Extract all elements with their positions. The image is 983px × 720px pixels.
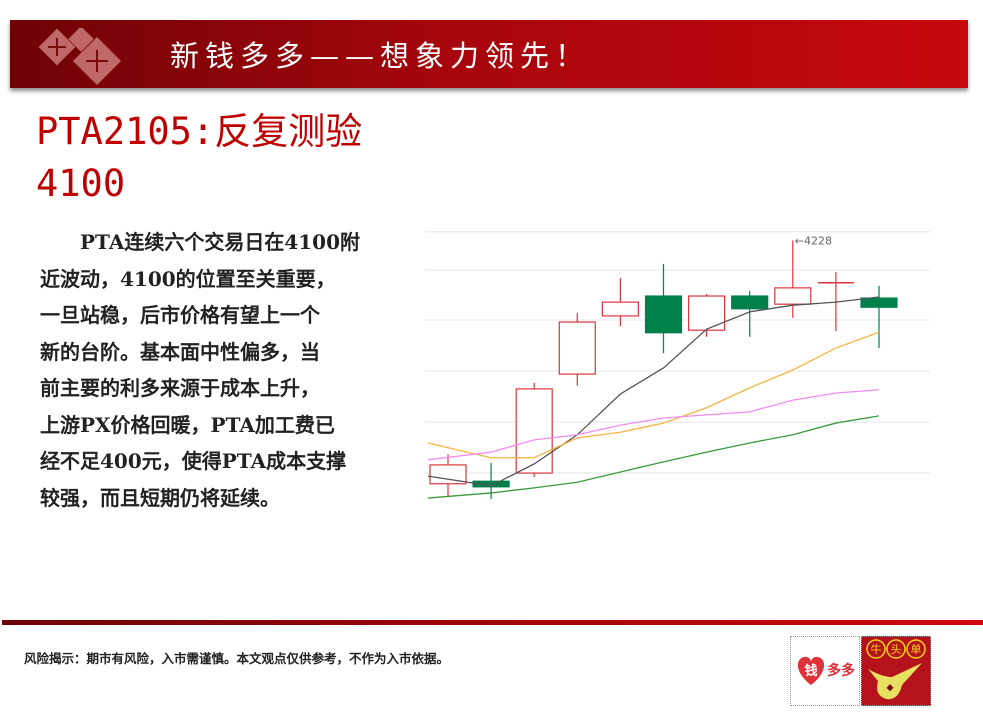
paragraph-line: 前主要的利多来源于成本上升，	[40, 376, 320, 400]
candle-body	[644, 295, 683, 334]
moving-average-ma5	[427, 296, 880, 487]
paragraph-line: 新的台阶。基本面中性偏多，当	[40, 339, 320, 364]
banner-title: 新钱多多——想象力领先！	[170, 39, 591, 73]
candle-body	[515, 388, 553, 474]
page-title-line1: PTA2105:反复测验	[36, 110, 363, 153]
svg-text:钱: 钱	[804, 663, 817, 679]
candle-body	[731, 295, 769, 310]
page-title: PTA2105:反复测验 4100	[36, 106, 362, 210]
candle-body	[860, 297, 898, 308]
paragraph-line: 较强，而且短期仍将延续。	[40, 485, 280, 510]
niutoudan-logo: 牛 头 单	[861, 636, 931, 706]
candle-body	[472, 480, 510, 488]
high-price-label: ←4228	[795, 234, 832, 247]
svg-text:单: 单	[911, 643, 922, 656]
moving-average-ma10	[427, 331, 880, 459]
svg-text:牛: 牛	[871, 642, 882, 656]
footer-divider	[2, 620, 983, 625]
analysis-paragraph: PTA连续六个交易日在4100附 近波动，4100的位置至关重要， 一旦站稳，后…	[40, 224, 420, 516]
diamond-pattern-icon	[38, 28, 122, 86]
candle-body	[601, 301, 639, 317]
moving-average-ma20	[427, 389, 880, 461]
title-banner: 新钱多多——想象力领先！	[10, 20, 968, 88]
paragraph-line: 一旦站稳，后市价格有望上一个	[40, 303, 320, 327]
page-title-line2: 4100	[36, 162, 126, 205]
moving-average-ma60	[427, 415, 880, 499]
candle-body	[429, 464, 467, 485]
qianduoduo-logo: 钱 多多	[790, 636, 860, 706]
paragraph-line: 上游PX价格回暖，PTA加工费已	[40, 412, 335, 437]
candlestick-chart: ←4228	[425, 231, 930, 500]
candle-body	[558, 321, 596, 375]
paragraph-line: 经不足400元，使得PTA成本支撑	[40, 449, 347, 473]
paragraph-line: 近波动，4100的位置至关重要，	[40, 266, 336, 291]
svg-text:多多: 多多	[827, 662, 855, 679]
candle-body	[688, 295, 726, 331]
paragraph-line: PTA连续六个交易日在4100附	[40, 230, 361, 254]
heart-logo-icon: 钱 多多	[797, 656, 855, 685]
risk-disclaimer: 风险揭示：期市有风险，入市需谨慎。本文观点仅供参考，不作为入市依据。	[24, 651, 450, 666]
bull-logo-icon: 牛 头 单	[866, 639, 926, 700]
candle-body	[774, 287, 812, 305]
svg-text:头: 头	[891, 643, 902, 656]
